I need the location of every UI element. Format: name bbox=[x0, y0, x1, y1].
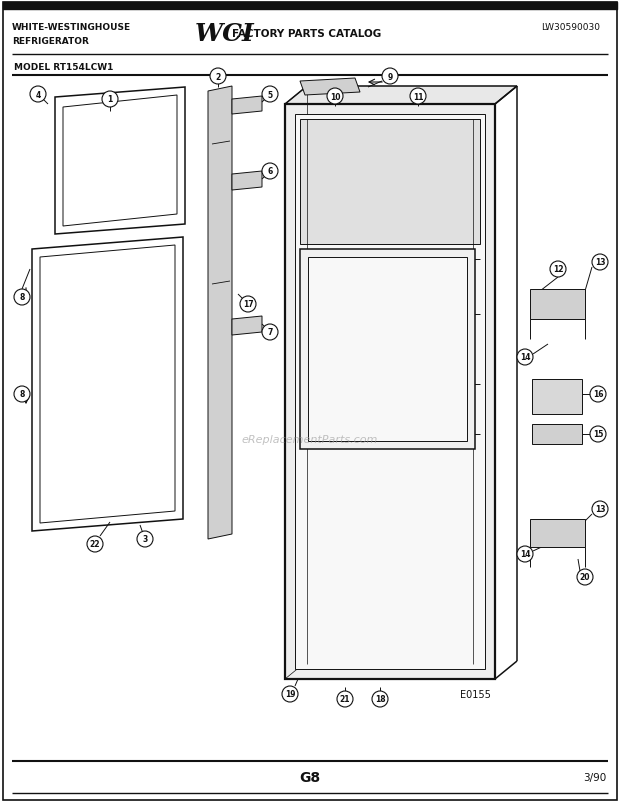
Circle shape bbox=[372, 691, 388, 707]
Text: REFRIGERATOR: REFRIGERATOR bbox=[12, 38, 89, 47]
Text: 8: 8 bbox=[19, 293, 25, 302]
Text: G8: G8 bbox=[299, 770, 321, 784]
Text: eReplacementParts.com: eReplacementParts.com bbox=[242, 434, 378, 444]
Text: E0155: E0155 bbox=[460, 689, 491, 699]
Circle shape bbox=[382, 69, 398, 85]
Text: 16: 16 bbox=[593, 390, 603, 399]
Text: 4: 4 bbox=[35, 91, 41, 100]
Circle shape bbox=[240, 296, 256, 312]
Text: 13: 13 bbox=[595, 259, 605, 267]
Circle shape bbox=[262, 87, 278, 103]
Polygon shape bbox=[285, 105, 495, 679]
Text: 3/90: 3/90 bbox=[583, 772, 606, 782]
Circle shape bbox=[137, 532, 153, 548]
Circle shape bbox=[87, 536, 103, 552]
Text: 22: 22 bbox=[90, 540, 100, 548]
Polygon shape bbox=[232, 316, 262, 336]
Text: LW30590030: LW30590030 bbox=[541, 23, 600, 32]
Text: 1: 1 bbox=[107, 96, 113, 104]
Polygon shape bbox=[308, 258, 467, 442]
Text: 19: 19 bbox=[285, 690, 295, 699]
Text: 18: 18 bbox=[374, 695, 385, 703]
Polygon shape bbox=[285, 87, 517, 105]
Text: 20: 20 bbox=[580, 573, 590, 582]
Polygon shape bbox=[295, 115, 485, 669]
Circle shape bbox=[210, 69, 226, 85]
Text: 13: 13 bbox=[595, 505, 605, 514]
Text: 12: 12 bbox=[553, 265, 563, 274]
Circle shape bbox=[14, 290, 30, 306]
Circle shape bbox=[14, 386, 30, 402]
Polygon shape bbox=[300, 250, 475, 450]
Circle shape bbox=[590, 386, 606, 402]
Text: WHITE-WESTINGHOUSE: WHITE-WESTINGHOUSE bbox=[12, 23, 131, 32]
Polygon shape bbox=[530, 290, 585, 320]
Text: 8: 8 bbox=[19, 390, 25, 399]
Text: WCI: WCI bbox=[195, 22, 255, 46]
Circle shape bbox=[102, 92, 118, 108]
Circle shape bbox=[262, 164, 278, 180]
Circle shape bbox=[577, 569, 593, 585]
Circle shape bbox=[592, 255, 608, 271]
Text: 5: 5 bbox=[267, 91, 273, 100]
Text: 10: 10 bbox=[330, 92, 340, 101]
Circle shape bbox=[282, 686, 298, 702]
Circle shape bbox=[590, 426, 606, 442]
Circle shape bbox=[517, 349, 533, 365]
Circle shape bbox=[410, 89, 426, 105]
Circle shape bbox=[30, 87, 46, 103]
Polygon shape bbox=[232, 172, 262, 191]
Text: 11: 11 bbox=[413, 92, 423, 101]
Polygon shape bbox=[232, 97, 262, 115]
Polygon shape bbox=[208, 87, 232, 540]
Polygon shape bbox=[530, 520, 585, 548]
Text: 15: 15 bbox=[593, 430, 603, 439]
Text: 14: 14 bbox=[520, 550, 530, 559]
Polygon shape bbox=[300, 120, 480, 245]
Text: 7: 7 bbox=[267, 328, 273, 337]
Circle shape bbox=[262, 324, 278, 340]
Text: 21: 21 bbox=[340, 695, 350, 703]
Text: 17: 17 bbox=[242, 300, 254, 309]
Text: 9: 9 bbox=[388, 72, 392, 81]
Circle shape bbox=[550, 262, 566, 278]
Text: MODEL RT154LCW1: MODEL RT154LCW1 bbox=[14, 63, 113, 71]
Text: 14: 14 bbox=[520, 353, 530, 362]
Polygon shape bbox=[300, 79, 360, 96]
Text: 3: 3 bbox=[143, 535, 148, 544]
Circle shape bbox=[517, 546, 533, 562]
Text: FACTORY PARTS CATALOG: FACTORY PARTS CATALOG bbox=[232, 29, 381, 39]
Circle shape bbox=[327, 89, 343, 105]
Polygon shape bbox=[532, 380, 582, 414]
Circle shape bbox=[592, 501, 608, 517]
Polygon shape bbox=[532, 425, 582, 444]
Text: 2: 2 bbox=[215, 72, 221, 81]
Circle shape bbox=[337, 691, 353, 707]
Text: 6: 6 bbox=[267, 167, 273, 177]
